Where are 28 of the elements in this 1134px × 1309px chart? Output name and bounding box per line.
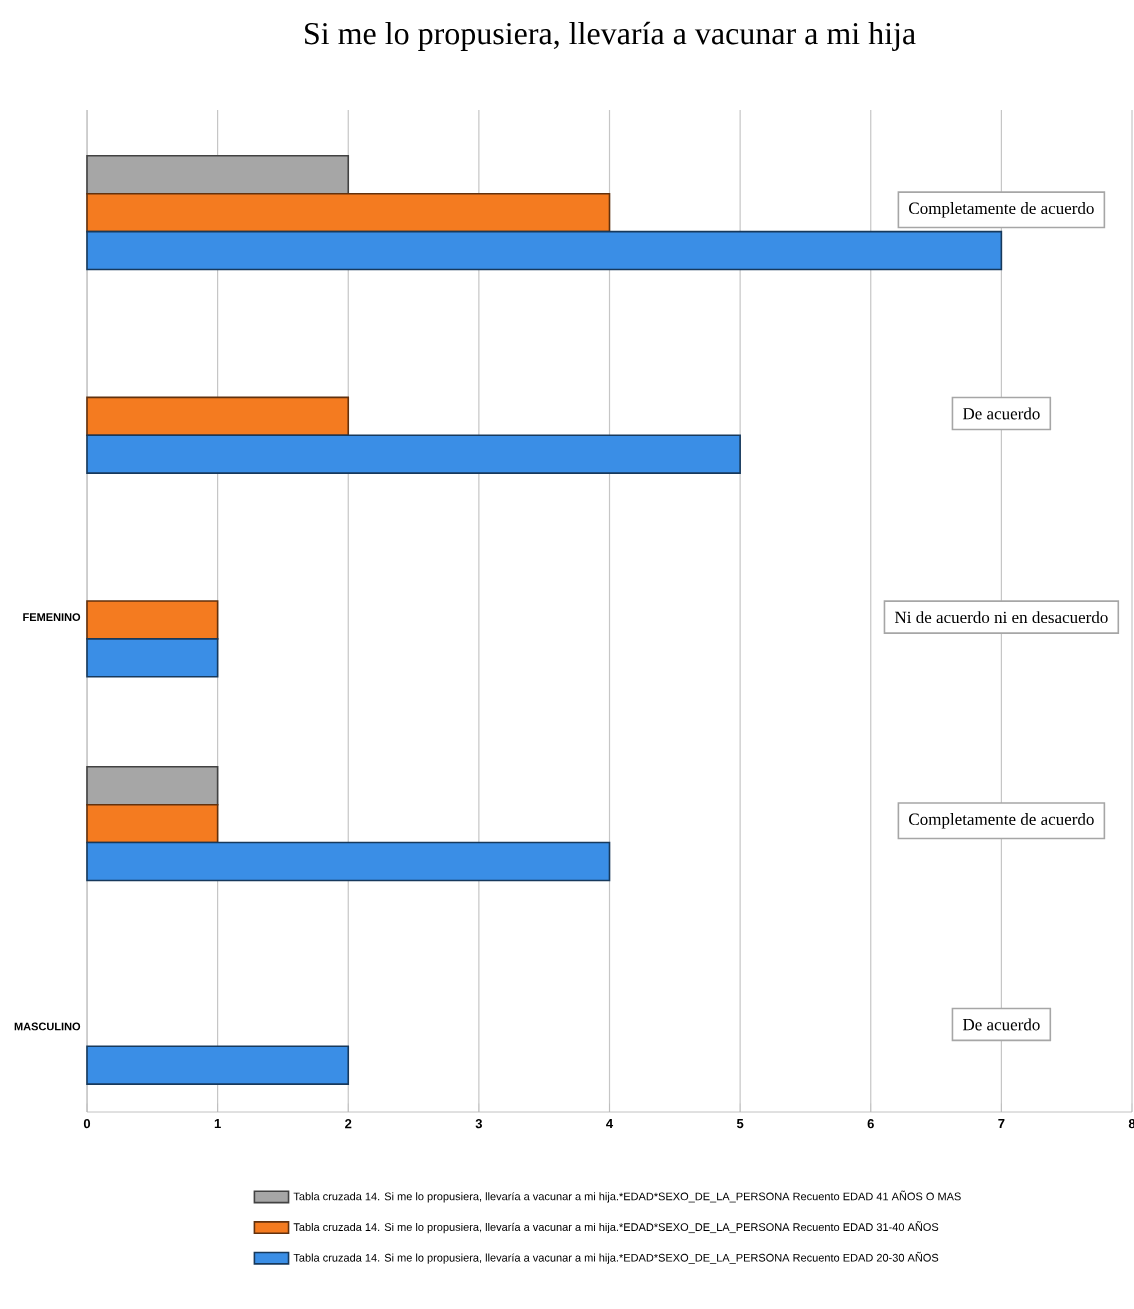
x-tick-label: 2 (345, 1119, 352, 1129)
bar (86, 434, 741, 474)
bar (86, 841, 611, 882)
legend-label: Tabla cruzada 14. Si me lo propusiera, llevaría a vacunar a mi hija.*EDAD*SEXO_DE_LA_PERSONA Recuento EDAD 31-40 AÑOS (293, 1221, 939, 1234)
legend-label: Tabla cruzada 14. Si me lo propusiera, llevaría a vacunar a mi hija.*EDAD*SEXO_DE_LA_PERSONA Recuento EDAD 20-30 AÑOS (293, 1251, 939, 1264)
y-tick-label: Ni de acuerdo ni en desacuerdo (894, 611, 1108, 624)
x-tick-label: 6 (867, 1119, 874, 1129)
y-tick-label: Completamente de acuerdo (909, 813, 1094, 829)
bar (86, 638, 219, 678)
bar (86, 230, 1003, 271)
x-tick-label: 0 (83, 1119, 91, 1129)
bar (86, 396, 350, 437)
chart-title: Si me lo propusiera, llevaría a vacunar a mi hija (305, 21, 916, 51)
text: FEMENINO (23, 613, 81, 621)
bar (86, 803, 219, 844)
x-tick-label: 1 (214, 1119, 221, 1129)
bar (86, 1045, 350, 1085)
x-tick-label: 7 (998, 1119, 1005, 1129)
y-tick-label: Completamente de acuerdo (909, 202, 1094, 218)
y-tick-label: De acuerdo (962, 1018, 1040, 1031)
bar (86, 600, 219, 640)
legend-label: Tabla cruzada 14. Si me lo propusiera, llevaría a vacunar a mi hija.*EDAD*SEXO_DE_LA_PERSONA Recuento EDAD 41 AÑOS O MAS (293, 1190, 961, 1203)
text: MASCULINO (14, 1022, 81, 1031)
x-tick-label: 3 (475, 1119, 483, 1129)
x-tick-label: 4 (606, 1119, 614, 1129)
x-tick-label: 5 (736, 1119, 744, 1129)
bar (86, 192, 611, 233)
y-tick-label: De acuerdo (962, 407, 1040, 420)
